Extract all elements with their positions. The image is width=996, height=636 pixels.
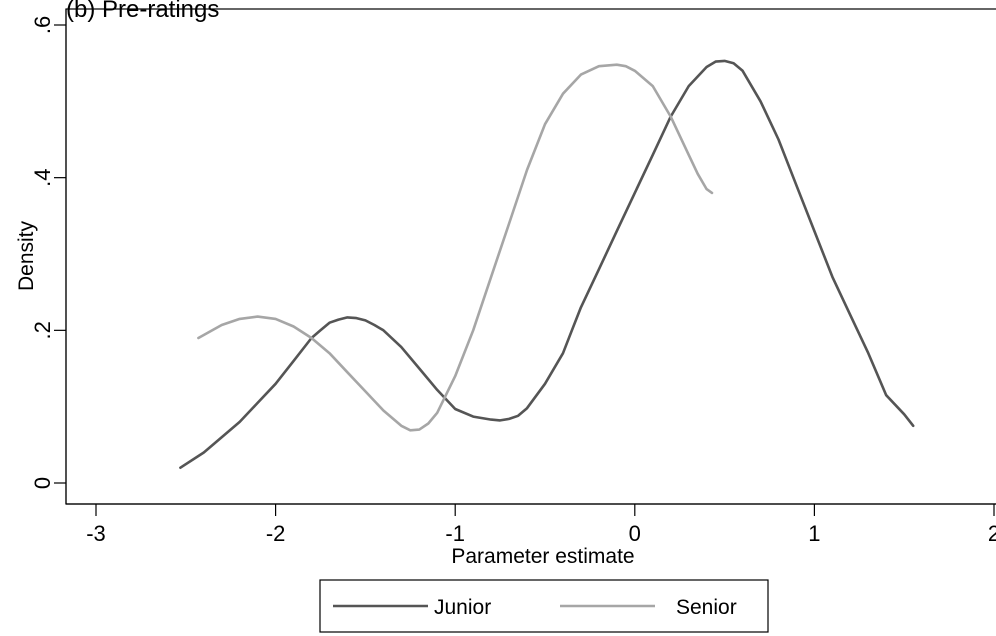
x-axis: -3 -2 -1 0 1 2 (66, 503, 996, 546)
x-tick-label: 2 (988, 521, 996, 546)
legend-label-junior: Junior (434, 596, 491, 619)
chart-title: (b) Pre-ratings (66, 0, 219, 23)
series-lines (179, 59, 915, 470)
y-tick-label: .4 (30, 168, 55, 186)
legend-label-senior: Senior (676, 596, 737, 619)
series-line-senior (197, 63, 714, 432)
y-axis-title: Density (15, 220, 38, 291)
plot-area (65, 8, 996, 505)
legend: Junior Senior (319, 579, 769, 633)
x-tick-label: -1 (445, 521, 465, 546)
x-tick-label: 0 (629, 521, 641, 546)
x-axis-title: Parameter estimate (451, 545, 634, 568)
series-line-junior (179, 59, 915, 470)
x-tick-label: -3 (86, 521, 106, 546)
y-tick-label: .2 (30, 321, 55, 339)
y-tick-label: 0 (30, 477, 55, 489)
x-tick-label: 1 (808, 521, 820, 546)
y-tick-label: .6 (30, 16, 55, 34)
y-axis: 0 .2 .4 .6 (30, 9, 67, 504)
x-tick-label: -2 (266, 521, 286, 546)
